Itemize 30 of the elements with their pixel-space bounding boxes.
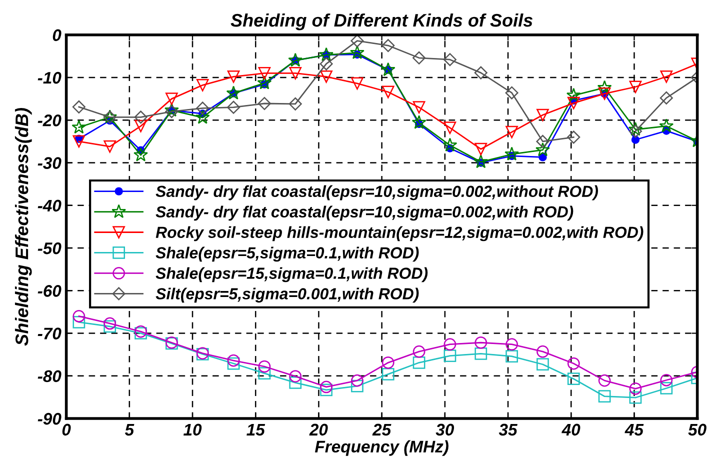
y-tick-label: 0 bbox=[52, 29, 62, 42]
x-tick-label: 5 bbox=[124, 424, 134, 436]
x-tick-label: 10 bbox=[184, 424, 202, 436]
y-tick-label: -80 bbox=[38, 370, 62, 382]
legend-label: Silt(epsr=5,sigma=0.001,with ROD) bbox=[156, 288, 419, 303]
x-tick-label: 50 bbox=[688, 424, 706, 436]
y-tick-label: -90 bbox=[38, 412, 62, 425]
x-tick-label: 45 bbox=[624, 424, 644, 436]
x-tick-label: 15 bbox=[246, 424, 266, 436]
legend-label: Sandy- dry flat coastal(epsr=10,sigma=0.002,without ROD) bbox=[156, 185, 598, 200]
x-tick-label: 25 bbox=[372, 424, 392, 436]
y-tick-label: -10 bbox=[38, 72, 62, 84]
x-axis-title: Frequency (MHz) bbox=[314, 440, 448, 456]
y-tick-label: -50 bbox=[38, 242, 62, 254]
legend-label: Shale(epsr=15,sigma=0.1,with ROD) bbox=[156, 267, 428, 282]
chart-title: Sheiding of Different Kinds of Soils bbox=[230, 13, 533, 30]
legend-label: Sandy- dry flat coastal(epsr=10,sigma=0.002,with ROD) bbox=[156, 206, 574, 221]
legend-label: Shale(epsr=5,sigma=0.1,with ROD) bbox=[156, 246, 419, 262]
y-tick-label: -60 bbox=[38, 285, 62, 297]
x-tick-label: 20 bbox=[309, 424, 328, 436]
y-tick-label: -40 bbox=[38, 200, 62, 212]
legend-label: Rocky soil-steep hills-mountain(epsr=12,sigma=0.002,with ROD) bbox=[156, 226, 644, 242]
x-tick-label: 0 bbox=[62, 424, 71, 436]
x-tick-label: 40 bbox=[562, 424, 580, 436]
y-tick-label: -70 bbox=[38, 328, 62, 340]
y-axis-title: Shielding Effectiveness(dB) bbox=[14, 108, 32, 346]
y-tick-label: -30 bbox=[38, 157, 62, 169]
y-tick-label: -20 bbox=[38, 114, 62, 126]
x-tick-label: 30 bbox=[436, 424, 454, 436]
x-tick-label: 35 bbox=[498, 424, 518, 436]
